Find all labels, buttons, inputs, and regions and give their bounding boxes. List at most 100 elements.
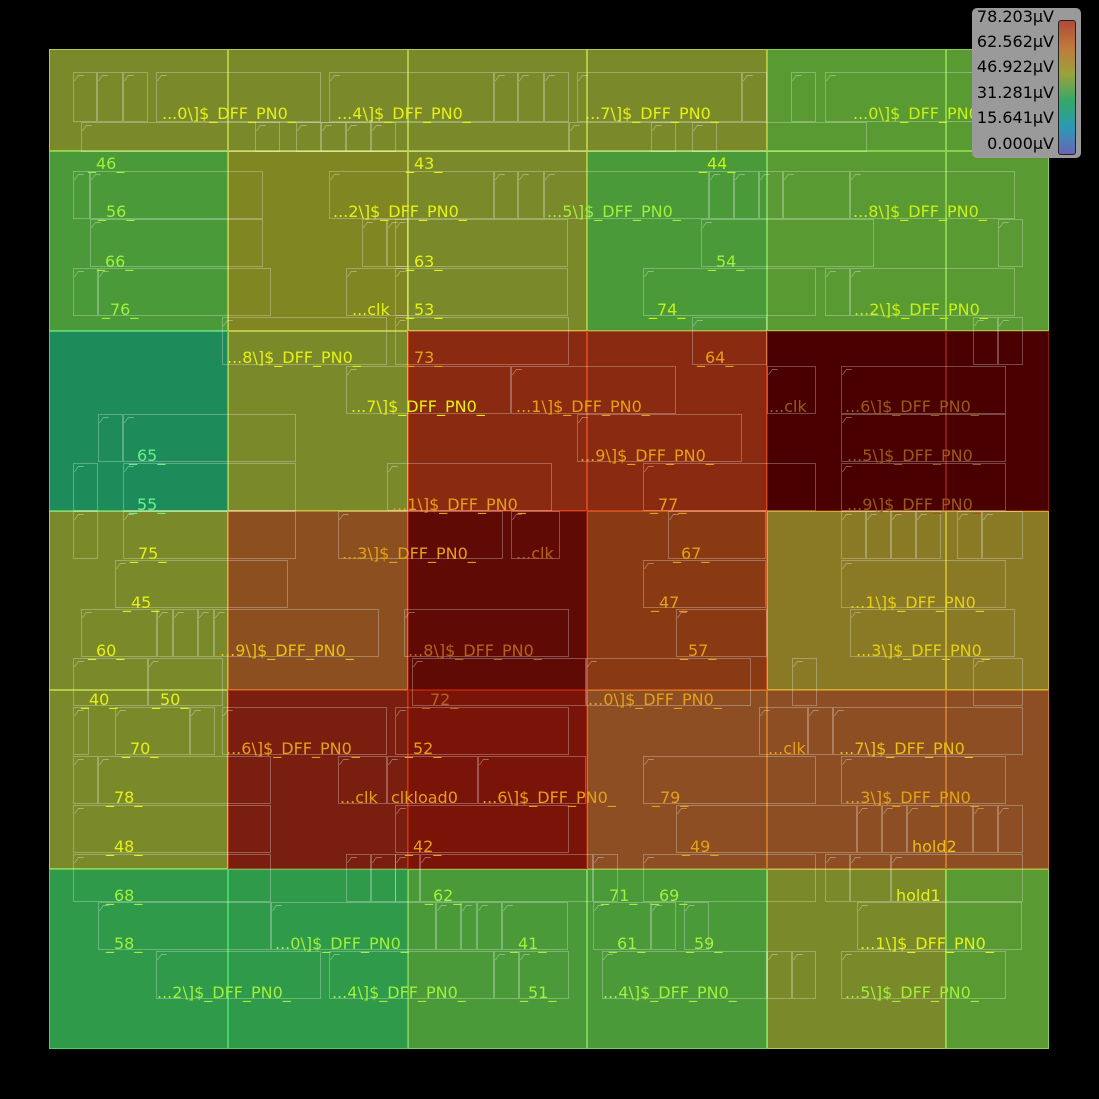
cell-outline [998, 805, 1023, 853]
cell-outline [346, 122, 371, 152]
heatmap-tile [767, 690, 946, 869]
heatmap-tile [946, 690, 1049, 869]
cell-pin-marker [643, 563, 655, 569]
cell-outline [338, 511, 503, 559]
cell-outline [73, 658, 148, 706]
cell-outline [841, 511, 866, 559]
cell-pin-marker [701, 222, 713, 228]
heatmap-tile [408, 869, 587, 1049]
cell-outline [461, 902, 477, 950]
cell-outline [692, 122, 717, 152]
cell-outline [916, 511, 941, 559]
cell-outline [792, 951, 816, 999]
cell-label: ...2\]$_DFF_PN0_ [333, 202, 467, 221]
cell-label: _54_ [708, 252, 745, 271]
cell-pin-marker [395, 808, 407, 814]
cell-pin-marker [684, 905, 696, 911]
cell-pin-marker [156, 75, 168, 81]
cell-label: ...7\]$_DFF_PN0_ [585, 104, 719, 123]
cell-outline [98, 414, 123, 462]
cell-pin-marker [602, 954, 614, 960]
cell-pin-marker [477, 905, 489, 911]
cell-label: _68_ [106, 886, 143, 905]
cell-outline [643, 560, 766, 608]
cell-pin-marker [73, 759, 85, 765]
cell-outline [123, 463, 296, 511]
cell-label: _55_ [129, 495, 166, 514]
cell-outline [676, 609, 767, 657]
cell-pin-marker [841, 759, 853, 765]
cell-outline [329, 72, 494, 122]
heatmap-tile [49, 690, 228, 869]
cell-outline [866, 511, 891, 559]
cell-pin-marker [73, 466, 85, 472]
cell-outline [73, 707, 89, 755]
heatmap-tile [228, 869, 408, 1049]
heatmap-tile [587, 511, 767, 690]
heatmap-tile [587, 690, 767, 869]
cell-pin-marker [222, 710, 234, 716]
heatmap-tile [767, 869, 946, 1049]
cell-outline [123, 414, 296, 462]
cell-outline [709, 171, 734, 219]
cell-pin-marker [173, 612, 185, 618]
cell-pin-marker [676, 612, 688, 618]
cell-outline [502, 902, 568, 950]
cell-pin-marker [759, 174, 771, 180]
cell-outline [148, 658, 223, 706]
cell-pin-marker [957, 514, 969, 520]
cell-outline [198, 609, 214, 657]
cell-outline [436, 902, 461, 950]
cell-outline [957, 511, 982, 559]
cell-pin-marker [511, 514, 523, 520]
cell-label: ...7\]$_DFF_PN0_ [839, 739, 973, 758]
cell-outline [518, 171, 544, 219]
cell-outline [362, 219, 387, 267]
cell-label: _41_ [510, 934, 547, 953]
cell-outline [338, 756, 387, 804]
cell-pin-marker [519, 954, 531, 960]
cell-outline [156, 72, 321, 122]
cell-outline [222, 707, 387, 755]
cell-outline [791, 72, 816, 122]
legend-value-max: 78.203µV [976, 7, 1054, 26]
cell-label: ...0\]$_DFF_PN0_ [162, 104, 296, 123]
cell-pin-marker [198, 612, 210, 618]
cell-pin-marker [90, 174, 102, 180]
cell-pin-marker [841, 417, 853, 423]
cell-label: _67_ [673, 544, 710, 563]
cell-outline [692, 317, 767, 365]
cell-pin-marker [271, 905, 283, 911]
cell-outline [742, 72, 767, 122]
cell-pin-marker [544, 75, 556, 81]
cell-outline [668, 511, 766, 559]
legend-value: 46.922µV [976, 57, 1054, 76]
cell-label: ...8\]$_DFF_PN0_ [853, 202, 987, 221]
cell-outline [841, 560, 1006, 608]
cell-pin-marker [190, 710, 202, 716]
cell-outline [115, 560, 288, 608]
cell-outline [98, 268, 271, 316]
cell-outline [98, 902, 271, 950]
cell-pin-marker [346, 271, 358, 277]
cell-pin-marker [494, 954, 506, 960]
cell-label: ...4\]$_DFF_PN0_ [337, 104, 471, 123]
cell-label: ...6\]$_DFF_PN0_ [845, 397, 979, 416]
cell-pin-marker [494, 75, 506, 81]
cell-pin-marker [643, 466, 655, 472]
cell-outline [296, 122, 321, 152]
cell-pin-marker [850, 857, 862, 863]
cell-label: ...1\]$_DFF_PN0_ [516, 397, 650, 416]
cell-pin-marker [791, 75, 803, 81]
cell-pin-marker [98, 905, 110, 911]
cell-outline [783, 171, 850, 219]
cell-label: ...6\]$_DFF_PN0_ [226, 739, 360, 758]
cell-pin-marker [692, 125, 704, 131]
cell-pin-marker [569, 125, 581, 131]
cell-pin-marker [742, 75, 754, 81]
cell-label: ...4\]$_DFF_PN0_ [603, 983, 737, 1002]
cell-pin-marker [81, 612, 93, 618]
cell-pin-marker [73, 710, 85, 716]
cell-label: ...clk [340, 788, 378, 807]
